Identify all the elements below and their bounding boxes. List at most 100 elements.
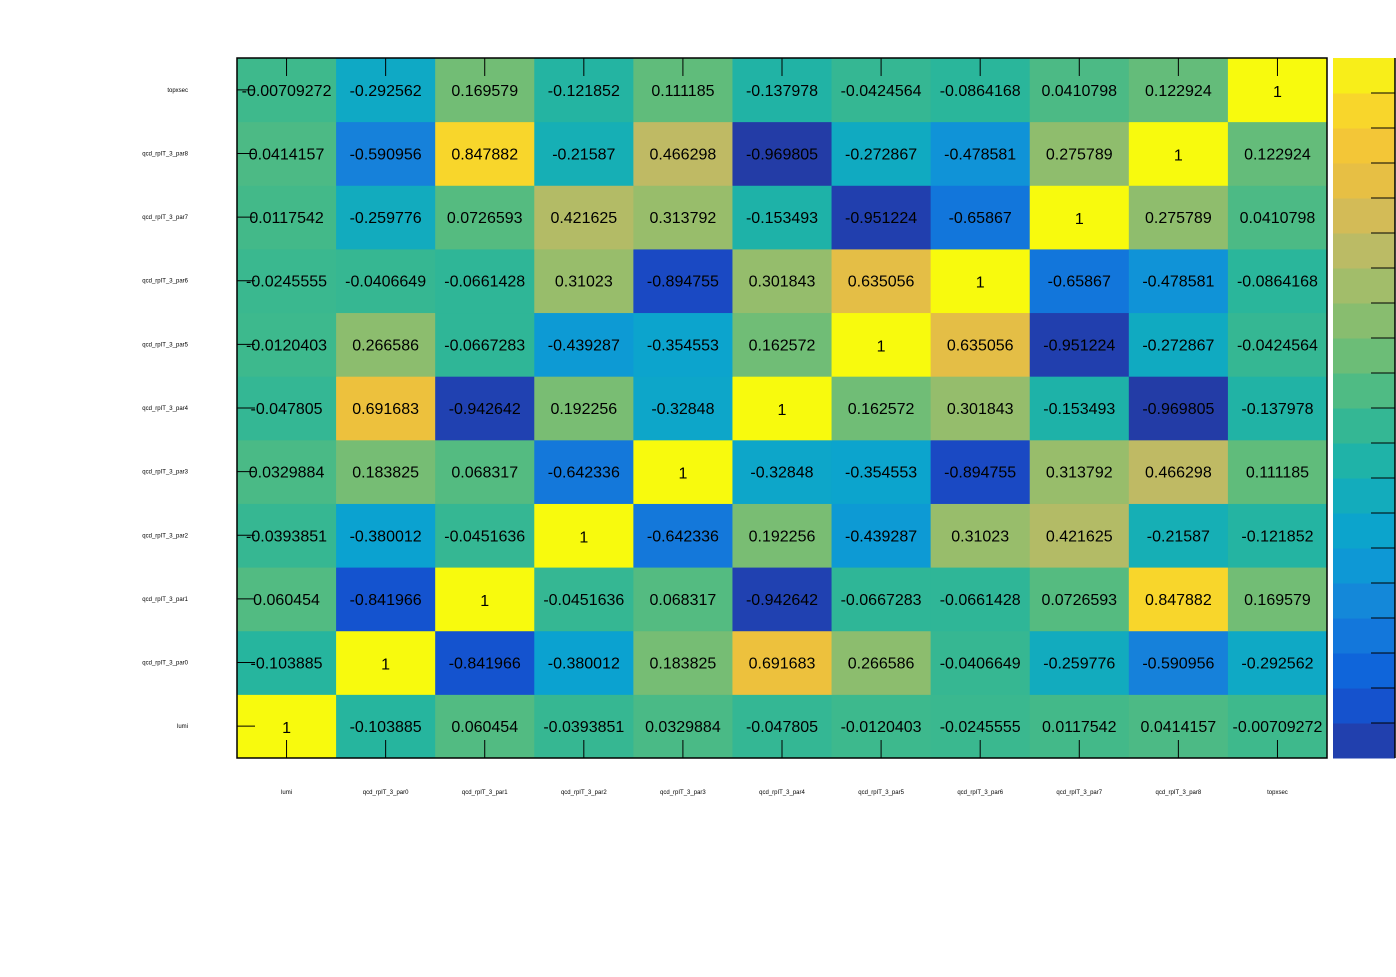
heatmap-cell: [732, 185, 833, 250]
x-tick-label: topxsec: [1267, 790, 1288, 796]
ticks-layer: [237, 58, 1278, 758]
cell-value-label: 0.275789: [1046, 146, 1113, 163]
heatmap-cell: [534, 567, 634, 632]
y-tick-label: qcd_rpIT_3_par6: [142, 279, 188, 285]
cell-value-label: -0.103885: [350, 719, 422, 736]
heatmap-cell: [930, 376, 1031, 441]
cell-labels-layer: 1 -0.103885 0.060454 -0.0393851 0.0329884 -0.…: [242, 83, 1323, 737]
cell-value-label: 1: [778, 402, 787, 419]
heatmap-cell: [633, 312, 733, 377]
heatmap-cell: [633, 376, 733, 441]
cell-value-label: -0.65867: [1048, 274, 1111, 291]
heatmap-cell: [930, 185, 1031, 250]
cell-value-label: 0.266586: [848, 656, 915, 673]
cell-value-label: -0.0451636: [543, 592, 624, 609]
colorbar-segment: [1333, 268, 1395, 304]
heatmap-cell: [435, 185, 535, 250]
x-axis-labels: lumi qcd_rpIT_3_par0 qcd_rpIT_3_par1 qcd_rp…: [281, 790, 1288, 796]
cell-value-label: -0.969805: [746, 146, 818, 163]
heatmap-cell: [1029, 121, 1130, 186]
heatmap-cell: [1128, 121, 1229, 186]
cell-value-label: -0.121852: [1241, 528, 1313, 545]
cell-value-label: 0.301843: [947, 401, 1014, 418]
heatmap-cell: [435, 121, 535, 186]
colorbar-segment: [1333, 338, 1395, 374]
heatmap-cell: [1029, 376, 1130, 441]
cell-value-label: 0.466298: [650, 146, 717, 163]
cell-value-label: 0.192256: [749, 528, 816, 545]
heatmap-cell: [1128, 503, 1229, 568]
heatmap-cell: [1227, 248, 1328, 314]
colorbar-segment: [1333, 723, 1395, 759]
x-tick-label: qcd_rpIT_3_par7: [1056, 790, 1102, 796]
cell-value-label: 0.068317: [650, 592, 717, 609]
cell-value-label: 0.0117542: [1042, 719, 1117, 736]
cell-value-label: -0.0424564: [841, 83, 922, 100]
heatmap-cell: [930, 121, 1031, 186]
cell-value-label: -0.137978: [746, 83, 818, 100]
y-tick-label: topxsec: [167, 88, 188, 94]
heatmap-cell: [1227, 439, 1328, 504]
y-tick-label: qcd_rpIT_3_par5: [142, 342, 188, 348]
cell-value-label: -0.0864168: [940, 83, 1021, 100]
y-tick-label: lumi: [177, 724, 188, 730]
cell-value-label: -0.354553: [845, 465, 917, 482]
cell-value-label: -0.354553: [647, 337, 719, 354]
cell-value-label: -0.0120403: [841, 719, 922, 736]
cell-value-label: 0.060454: [451, 719, 518, 736]
y-tick-label: qcd_rpIT_3_par4: [142, 406, 188, 412]
cell-value-label: -0.439287: [845, 528, 917, 545]
heatmap-cell: [1029, 312, 1130, 377]
colorbar-segment: [1333, 653, 1395, 689]
colorbar: [1333, 58, 1396, 759]
cell-value-label: 0.0410798: [1240, 210, 1316, 227]
cell-value-label: -0.292562: [1241, 656, 1313, 673]
cell-value-label: 1: [480, 593, 489, 610]
cell-value-label: 0.313792: [650, 210, 717, 227]
heatmap-cell: [1128, 312, 1229, 377]
heatmap-cell: [435, 630, 535, 695]
cell-value-label: 0.421625: [1046, 528, 1113, 545]
heatmap-cell: [534, 630, 634, 695]
cell-value-label: 0.183825: [650, 656, 717, 673]
heatmap-cell: [336, 312, 436, 377]
heatmap-cell: [1227, 121, 1328, 186]
colorbar-segment: [1333, 443, 1395, 479]
heatmap-cell: [1029, 630, 1130, 695]
heatmap-cell: [534, 185, 634, 250]
heatmap-cell: [831, 503, 932, 568]
heatmap-cell: [831, 312, 932, 377]
cell-value-label: -0.32848: [651, 401, 714, 418]
heatmap-cell: [435, 439, 535, 504]
heatmap-cell: [1029, 567, 1130, 632]
cell-value-label: -0.642336: [548, 465, 620, 482]
cell-value-label: -0.380012: [548, 656, 620, 673]
cell-value-label: 0.0117542: [249, 210, 324, 227]
x-tick-label: qcd_rpIT_3_par5: [858, 790, 904, 796]
heatmap-cell: [633, 503, 733, 568]
heatmap-cell: [633, 248, 733, 314]
x-tick-label: qcd_rpIT_3_par3: [660, 790, 706, 796]
x-tick-label: qcd_rpIT_3_par0: [363, 790, 409, 796]
heatmap-cell: [633, 121, 733, 186]
heatmap-cell: [732, 312, 833, 377]
cell-value-label: -0.969805: [1142, 401, 1214, 418]
cell-value-label: -0.21587: [552, 146, 615, 163]
y-tick-label: qcd_rpIT_3_par3: [142, 470, 188, 476]
heatmap-cell: [732, 503, 833, 568]
heatmap-cell: [930, 503, 1031, 568]
cell-value-label: -0.259776: [1043, 656, 1115, 673]
cell-value-label: -0.0661428: [444, 274, 525, 291]
heatmap-cell: [1128, 185, 1229, 250]
cell-value-label: 0.301843: [749, 274, 816, 291]
cell-value-label: -0.272867: [1142, 337, 1214, 354]
cell-value-label: -0.439287: [548, 337, 620, 354]
y-tick-label: qcd_rpIT_3_par7: [142, 215, 188, 221]
cell-value-label: 0.31023: [951, 528, 1009, 545]
cell-value-label: -0.951224: [1043, 337, 1115, 354]
cell-value-label: -0.0424564: [1237, 337, 1318, 354]
heatmap-cell: [831, 121, 932, 186]
heatmap-cell: [435, 503, 535, 568]
cell-value-label: 0.183825: [352, 465, 419, 482]
x-tick-label: qcd_rpIT_3_par2: [561, 790, 607, 796]
